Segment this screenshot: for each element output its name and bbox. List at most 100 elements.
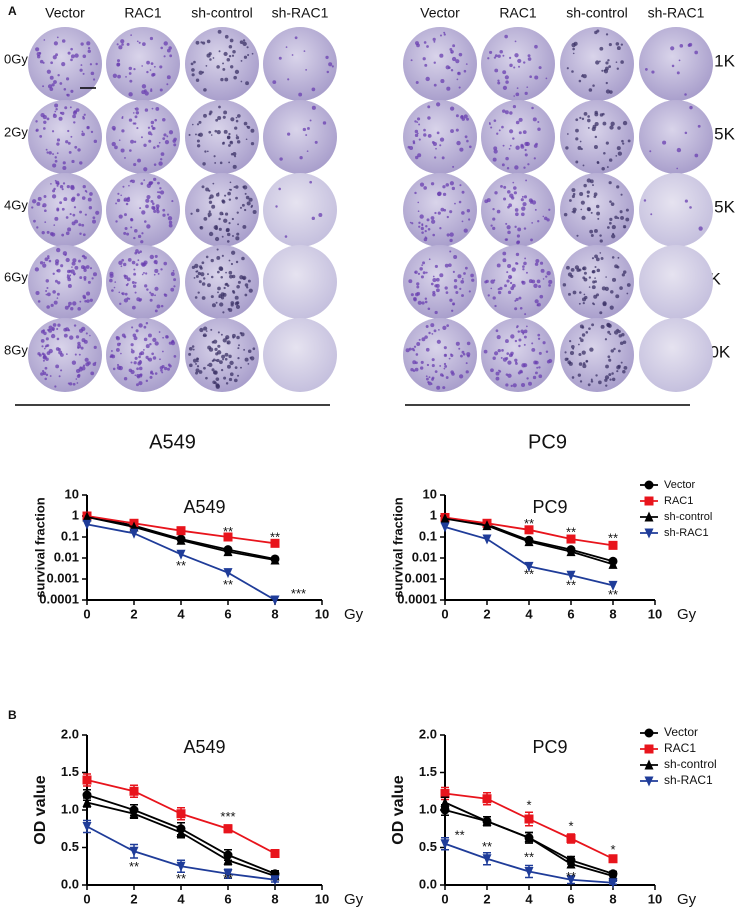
- colony-dish: [481, 100, 555, 174]
- colony: [125, 202, 129, 206]
- colony: [513, 66, 516, 69]
- colony: [432, 277, 437, 283]
- colony: [579, 324, 584, 329]
- colony: [192, 348, 195, 351]
- colony: [615, 155, 618, 157]
- colony: [456, 78, 459, 81]
- colony: [250, 204, 254, 207]
- colony: [230, 65, 234, 69]
- colony: [545, 77, 548, 80]
- colony: [75, 335, 80, 339]
- colony: [150, 125, 154, 128]
- colony: [622, 120, 628, 126]
- colony: [40, 372, 44, 376]
- colony: [492, 157, 497, 162]
- colony: [220, 368, 224, 372]
- significance: **: [524, 849, 534, 864]
- x-tick-label: 10: [315, 891, 329, 906]
- colony: [210, 275, 214, 279]
- colony: [221, 141, 225, 145]
- colony: [607, 59, 610, 62]
- colony: [79, 276, 83, 280]
- legend-label: sh-control: [664, 757, 717, 771]
- colony: [496, 335, 501, 340]
- colony: [538, 374, 543, 379]
- colony: [159, 358, 161, 361]
- colony: [121, 292, 124, 295]
- colony-dish: [185, 173, 259, 247]
- colony: [689, 105, 693, 110]
- colony: [215, 384, 220, 389]
- colony: [459, 147, 464, 152]
- colony: [157, 195, 161, 199]
- colony: [195, 362, 197, 365]
- colony: [56, 292, 60, 296]
- colony: [579, 291, 582, 294]
- colony: [147, 131, 152, 135]
- colony: [492, 207, 495, 211]
- y-tick-label: 1: [72, 507, 79, 522]
- y-tick-label: 1: [430, 507, 437, 522]
- colony: [514, 307, 518, 311]
- colony: [615, 61, 618, 63]
- colony: [431, 376, 435, 380]
- significance: **: [455, 828, 465, 843]
- colony: [82, 115, 85, 118]
- colony: [198, 120, 202, 124]
- colony-dish: [403, 245, 477, 319]
- colony: [82, 72, 85, 75]
- colony: [523, 329, 528, 334]
- colony: [109, 273, 114, 278]
- colony: [148, 139, 152, 143]
- colony: [586, 190, 590, 194]
- colony: [446, 215, 449, 219]
- colony: [425, 76, 430, 82]
- colony: [244, 192, 247, 195]
- colony: [78, 223, 82, 227]
- data-point: [176, 827, 186, 837]
- x-tick-label: 4: [177, 606, 185, 621]
- x-tick-label: 4: [525, 606, 533, 621]
- colony: [582, 362, 586, 365]
- colony: [131, 281, 135, 284]
- colony: [116, 59, 121, 63]
- colony: [617, 364, 621, 369]
- colony: [514, 40, 517, 43]
- colony: [49, 75, 54, 80]
- colony: [502, 54, 505, 57]
- data-point: [176, 526, 186, 536]
- colony: [156, 191, 159, 194]
- colony: [216, 248, 219, 251]
- colony: [458, 200, 462, 204]
- colony: [229, 360, 234, 366]
- colony: [241, 256, 245, 261]
- colony: [206, 150, 209, 153]
- colony: [433, 156, 437, 159]
- colony: [67, 129, 70, 133]
- colony: [160, 268, 163, 271]
- colony: [524, 148, 527, 152]
- colony: [443, 33, 446, 36]
- colony: [144, 91, 149, 96]
- colony: [149, 89, 153, 93]
- colony: [110, 350, 113, 352]
- colony: [82, 54, 87, 59]
- colony: [214, 162, 217, 164]
- colony: [440, 79, 445, 84]
- colony: [196, 357, 199, 361]
- colony: [455, 59, 460, 64]
- colony: [171, 340, 174, 344]
- data-point: [176, 861, 186, 872]
- colony: [136, 375, 140, 379]
- colony: [577, 343, 580, 346]
- colony: [466, 341, 471, 346]
- colony: [510, 334, 515, 339]
- colony: [621, 139, 624, 143]
- colony: [424, 230, 427, 233]
- data-point: [82, 519, 92, 530]
- colony: [590, 233, 594, 237]
- colony: [163, 41, 168, 46]
- legend-label: Vector: [664, 479, 696, 491]
- colony: [576, 234, 579, 237]
